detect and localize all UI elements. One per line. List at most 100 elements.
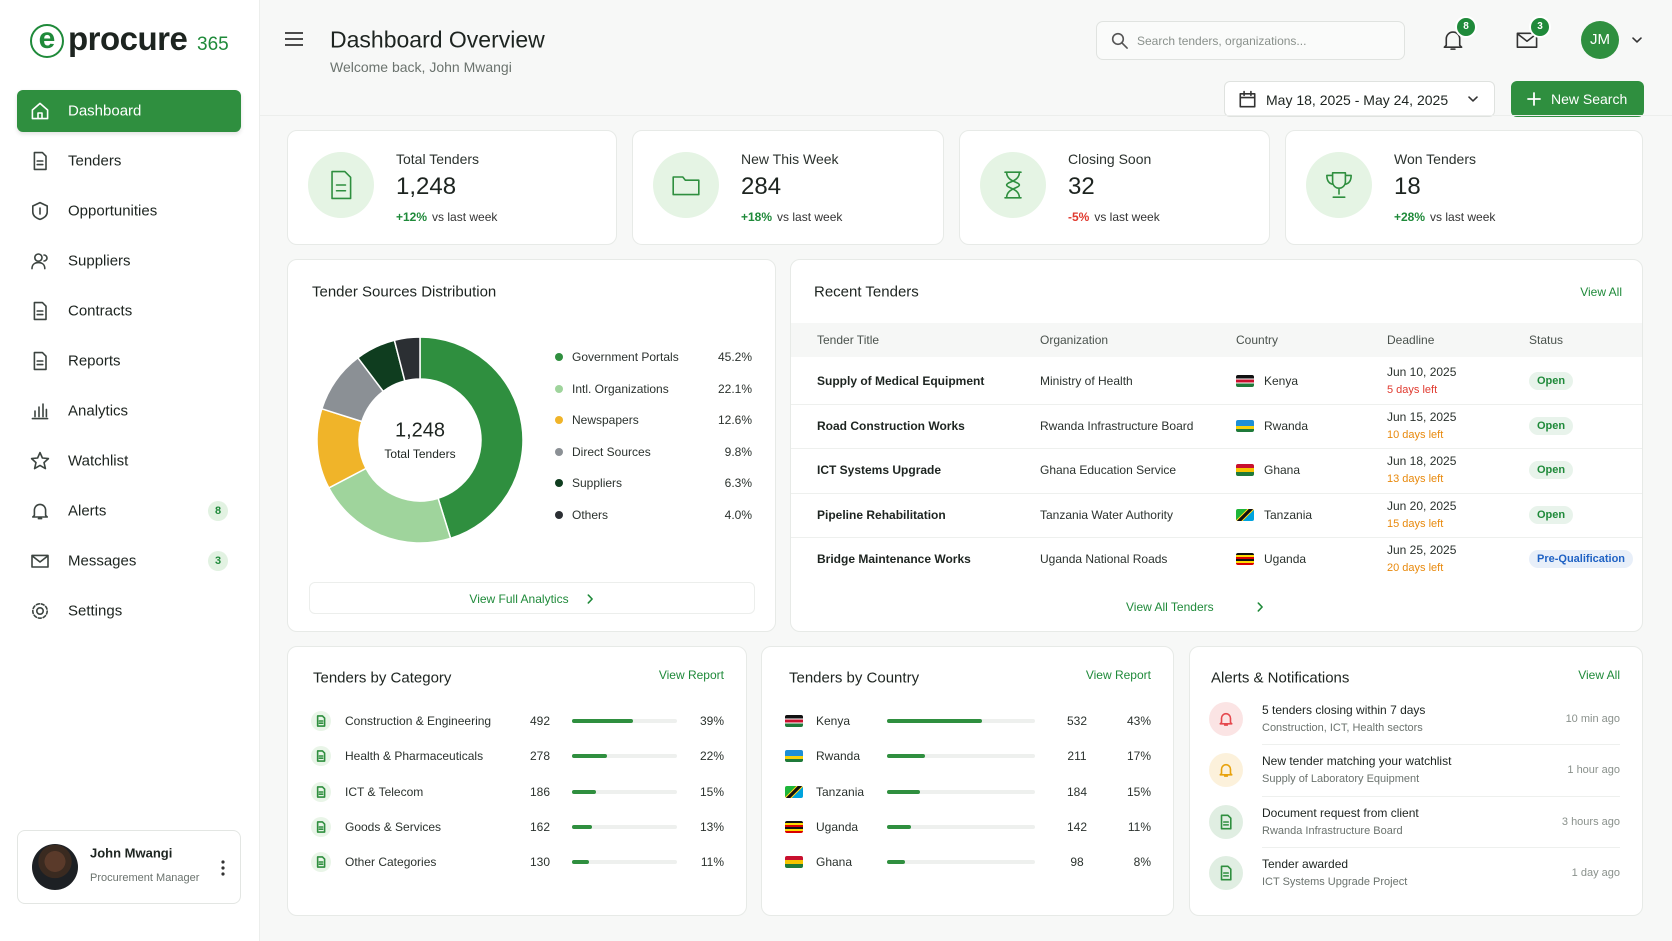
country: Ghana: [1264, 463, 1301, 477]
kpi-card: Total Tenders 1,248 +12% vs last week: [287, 130, 617, 245]
analytics-link[interactable]: View Full Analytics: [309, 582, 755, 614]
row-label: Rwanda: [816, 749, 861, 764]
flag: [785, 785, 803, 798]
icon-shape: [1121, 42, 1128, 49]
icon: [31, 503, 48, 520]
row-count: 211: [1067, 749, 1087, 764]
link-text: View All Tenders: [1126, 600, 1214, 614]
icon: [1220, 865, 1232, 881]
new-search-button[interactable]: New Search: [1511, 81, 1644, 117]
days-left: 15 days left: [1387, 517, 1444, 530]
icon: [1111, 32, 1128, 49]
flag: [785, 715, 803, 727]
search-placeholder: Search tenders, organizations...: [1137, 34, 1307, 48]
date-picker[interactable]: May 18, 2025 - May 24, 2025: [1224, 81, 1495, 117]
alerts-card: Alerts & Notifications View All 5 tenders …: [1189, 646, 1643, 916]
row-share: 43%: [1126, 714, 1151, 728]
bar-track: [887, 860, 1035, 865]
tender-title[interactable]: Road Construction Works: [817, 418, 965, 433]
icon: [1239, 90, 1256, 108]
kpi-change: +28%: [1394, 210, 1426, 224]
deadline: Jun 10, 2025: [1387, 365, 1457, 379]
nav-item[interactable]: Reports: [17, 340, 241, 382]
nav-item[interactable]: Suppliers: [17, 240, 241, 282]
icon: [1468, 96, 1478, 102]
nav-item[interactable]: Contracts: [17, 290, 241, 332]
view-all-link[interactable]: View All: [1580, 285, 1622, 299]
row-count: 492: [529, 714, 551, 728]
nav-item[interactable]: Analytics: [17, 390, 241, 432]
messages[interactable]: 3: [1515, 16, 1551, 54]
logo-mark: e: [30, 24, 64, 58]
alert-title[interactable]: New tender matching your watchlist: [1262, 754, 1452, 769]
icon-shape: [1219, 764, 1233, 778]
row-divider: [1262, 744, 1620, 746]
link-text: View Full Analytics: [469, 592, 569, 606]
column-header: Deadline: [1387, 333, 1435, 347]
icon: [316, 750, 326, 763]
alert-title[interactable]: Tender awarded: [1262, 856, 1349, 871]
badge: 3: [1529, 16, 1551, 38]
view-all-tenders[interactable]: View All Tenders: [1126, 596, 1326, 618]
nav-item[interactable]: Tenders: [17, 140, 241, 182]
icon-shape: [1239, 90, 1256, 108]
view-all-link[interactable]: View All: [1578, 668, 1620, 682]
icon: [31, 403, 49, 420]
view-report-link[interactable]: View Report: [1085, 668, 1151, 682]
row-share: 15%: [1126, 784, 1151, 799]
flag: [785, 856, 803, 869]
nav-label: Suppliers: [68, 252, 131, 270]
kpi-card: Won Tenders 18 +28% vs last week: [1285, 130, 1643, 245]
icon-shape: [1004, 171, 1022, 199]
search-box[interactable]: Search tenders, organizations...: [1096, 21, 1405, 60]
row-count: 98: [1070, 855, 1084, 870]
legend-label: Direct Sources: [572, 444, 651, 459]
days-left: 20 days left: [1387, 562, 1444, 574]
row-share: 11%: [1127, 819, 1151, 834]
icon: [1004, 171, 1022, 199]
alert-title[interactable]: Document request from client: [1262, 805, 1419, 820]
row-label: Construction & Engineering: [345, 714, 492, 728]
tender-title[interactable]: ICT Systems Upgrade: [817, 463, 942, 477]
nav-item[interactable]: Settings: [17, 590, 241, 632]
row-label: ICT & Telecom: [345, 784, 424, 799]
legend-dot: [555, 479, 563, 487]
bar: [572, 824, 593, 829]
view-report-link[interactable]: View Report: [658, 668, 724, 682]
dot: [221, 866, 225, 870]
legend-dot: [555, 447, 563, 456]
kpi-note: vs last week: [432, 210, 498, 224]
icon-shape: [672, 176, 700, 196]
tender-title[interactable]: Bridge Maintenance Works: [817, 552, 971, 566]
user-avatar: [32, 844, 78, 890]
tender-title[interactable]: Supply of Medical Equipment: [817, 374, 985, 388]
days-left: 10 days left: [1387, 428, 1444, 441]
icon: [1219, 712, 1233, 726]
bar-track: [572, 824, 677, 829]
nav-item[interactable]: Messages 3: [17, 540, 241, 582]
avatar[interactable]: JM: [1581, 21, 1619, 59]
tender-title[interactable]: Pipeline Rehabilitation: [817, 507, 946, 522]
status-badge: Open: [1529, 461, 1574, 479]
bar: [887, 824, 912, 829]
icon-shape: [33, 253, 43, 262]
nav-item[interactable]: Alerts 8: [17, 490, 241, 532]
nav-item[interactable]: Dashboard: [17, 90, 241, 132]
plus-icon: [1527, 92, 1541, 106]
icon: [316, 821, 326, 833]
nav-item[interactable]: Opportunities: [17, 190, 241, 232]
nav-item[interactable]: Watchlist: [17, 440, 241, 482]
kpi-label: Total Tenders: [396, 151, 480, 167]
alert-title[interactable]: 5 tenders closing within 7 days: [1262, 703, 1426, 717]
row-count: 184: [1066, 784, 1088, 799]
bar: [572, 860, 590, 865]
legend-value: 22.1%: [717, 381, 752, 396]
row-share: 15%: [699, 784, 724, 799]
icon-shape: [33, 351, 47, 371]
legend-value: 4.0%: [724, 507, 752, 522]
notifications[interactable]: 8: [1441, 16, 1477, 54]
kpi-card: Closing Soon 32 -5% vs last week: [959, 130, 1270, 245]
icon: [1257, 602, 1263, 612]
icon: [31, 554, 49, 568]
row-divider: [791, 403, 1642, 405]
